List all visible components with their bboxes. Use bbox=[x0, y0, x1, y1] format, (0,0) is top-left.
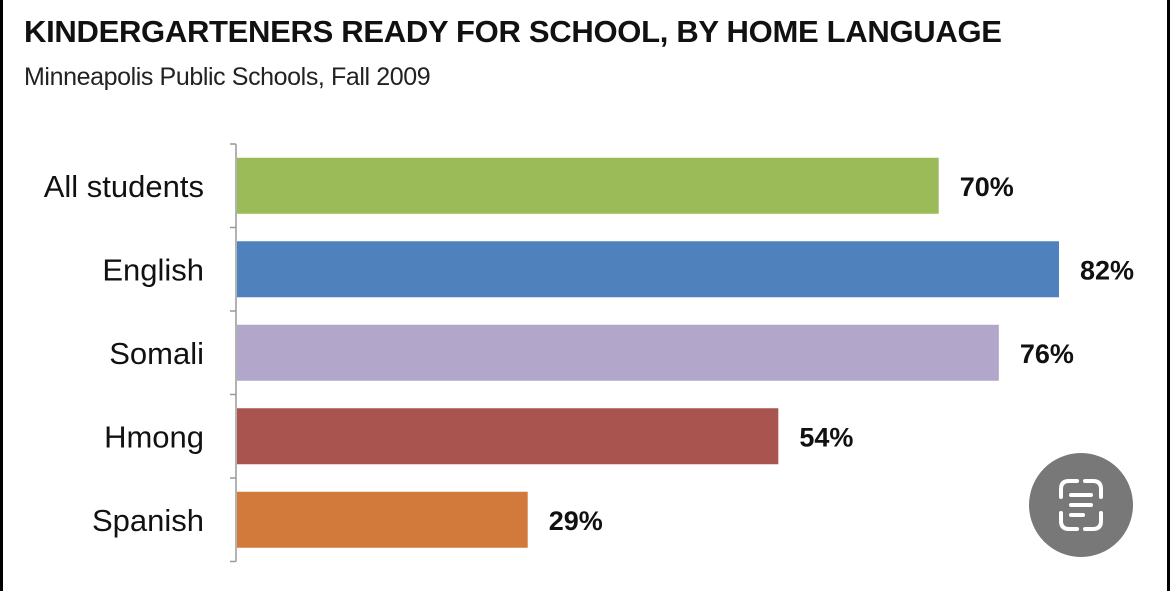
category-label: Hmong bbox=[104, 419, 204, 454]
value-label: 54% bbox=[799, 422, 853, 452]
text-scan-icon bbox=[1059, 479, 1103, 531]
category-label: Spanish bbox=[92, 503, 204, 538]
value-label: 70% bbox=[960, 172, 1014, 202]
bar bbox=[237, 324, 999, 381]
value-label: 29% bbox=[549, 506, 603, 536]
bar bbox=[237, 491, 528, 548]
bar bbox=[237, 157, 939, 214]
value-label: 82% bbox=[1080, 255, 1134, 285]
chart-subtitle: Minneapolis Public Schools, Fall 2009 bbox=[24, 63, 431, 91]
bar bbox=[237, 241, 1059, 298]
value-label: 76% bbox=[1020, 339, 1074, 369]
category-label: All students bbox=[44, 169, 204, 204]
live-text-button[interactable] bbox=[1029, 453, 1133, 557]
bar bbox=[237, 408, 779, 465]
category-label: Somali bbox=[109, 336, 204, 371]
chart-title: KINDERGARTENERS READY FOR SCHOOL, BY HOM… bbox=[24, 14, 1002, 49]
category-label: English bbox=[102, 252, 204, 287]
